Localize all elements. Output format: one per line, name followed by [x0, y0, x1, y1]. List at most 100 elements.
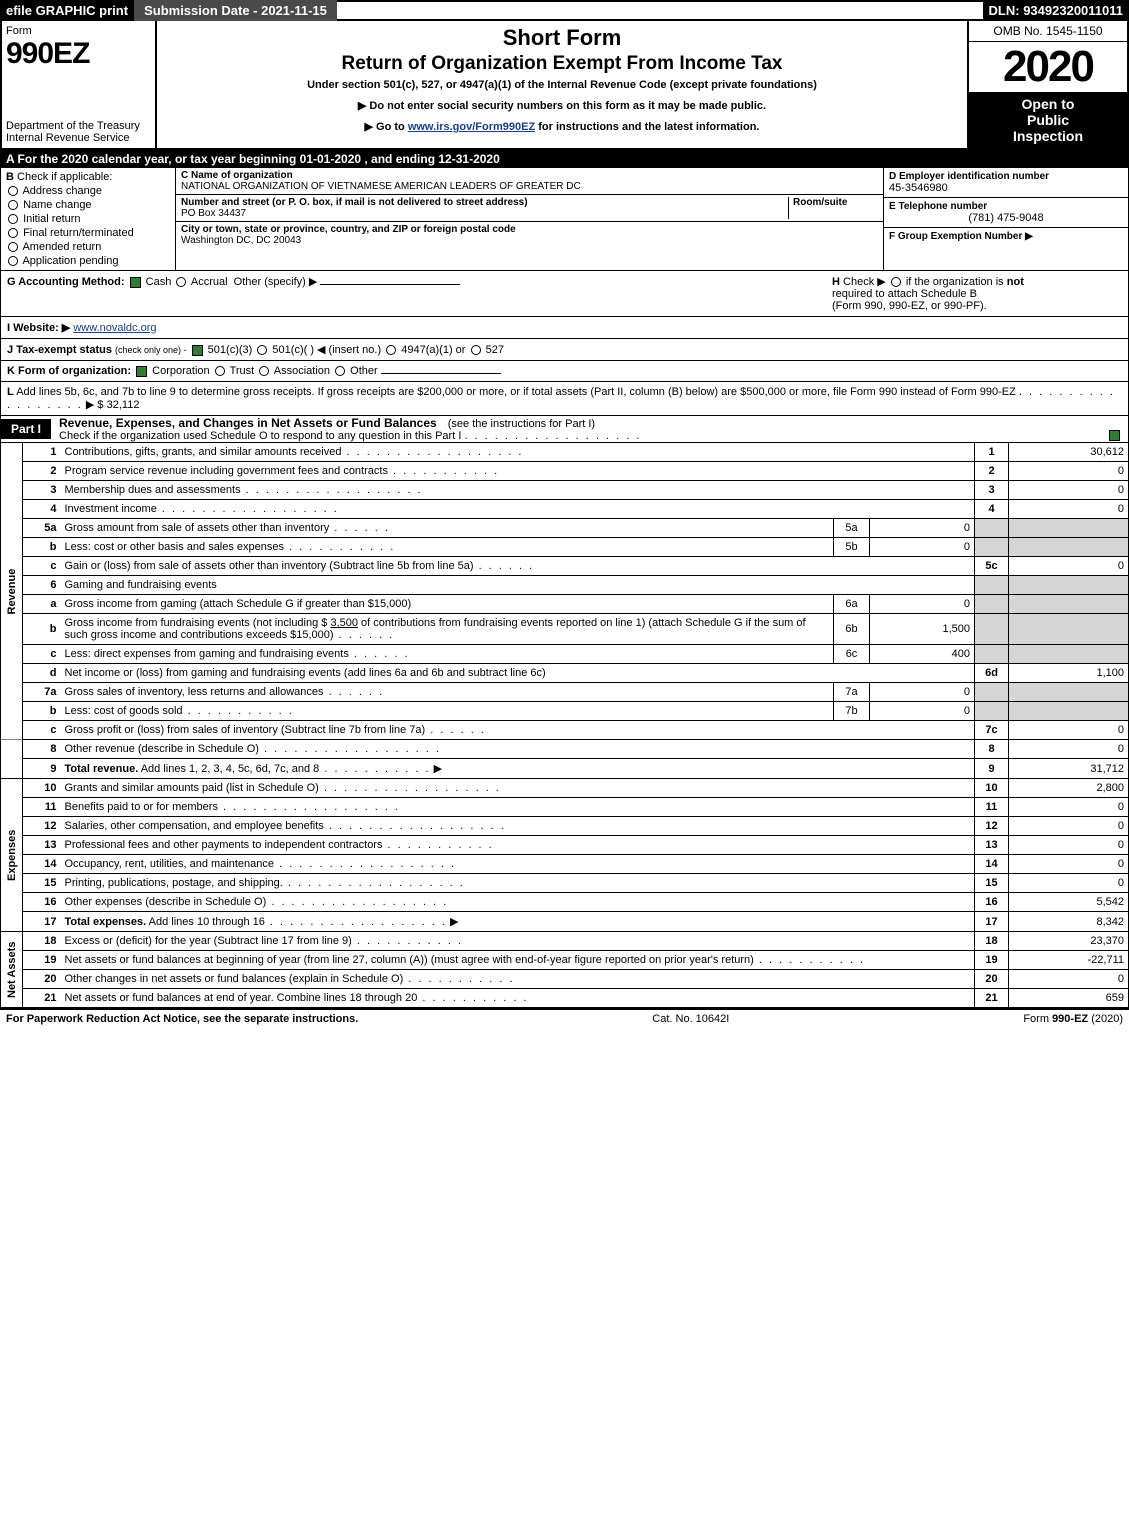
k-corp: Corporation: [152, 365, 209, 377]
l4-outno: 4: [975, 500, 1009, 519]
line-4: 4 Investment income 4 0: [1, 500, 1129, 519]
l-letter: L: [7, 386, 14, 398]
form-number: 990EZ: [6, 37, 151, 71]
l15-no: 15: [23, 874, 61, 893]
l11-no: 11: [23, 798, 61, 817]
l6a-outno: [975, 595, 1009, 614]
line-16: 16 Other expenses (describe in Schedule …: [1, 893, 1129, 912]
topbar: efile GRAPHIC print Submission Date - 20…: [0, 0, 1129, 21]
j-501c-check[interactable]: [257, 345, 267, 355]
page-footer: For Paperwork Reduction Act Notice, see …: [0, 1008, 1129, 1028]
l13-outval: 0: [1009, 836, 1129, 855]
chk-name-change[interactable]: Name change: [6, 199, 170, 211]
chk-address-change[interactable]: Address change: [6, 185, 170, 197]
l2-txt: Program service revenue including govern…: [65, 465, 388, 477]
org-city: Washington DC, DC 20043: [181, 235, 878, 246]
l18-outval: 23,370: [1009, 932, 1129, 951]
j-label: J Tax-exempt status: [7, 344, 112, 356]
chk-app-pending[interactable]: Application pending: [6, 255, 170, 267]
l6-outno: [975, 576, 1009, 595]
l7c-txt: Gross profit or (loss) from sales of inv…: [65, 724, 426, 736]
footer-left: For Paperwork Reduction Act Notice, see …: [6, 1013, 358, 1025]
l7c-outval: 0: [1009, 721, 1129, 740]
open-to-public: Open to Public Inspection: [969, 92, 1127, 148]
k-assoc-check[interactable]: [259, 366, 269, 376]
k-other-check[interactable]: [335, 366, 345, 376]
l16-no: 16: [23, 893, 61, 912]
l21-no: 21: [23, 989, 61, 1008]
l8-outval: 0: [1009, 740, 1129, 759]
l7b-no: b: [23, 702, 61, 721]
k-assoc: Association: [274, 365, 330, 377]
l17-outno: 17: [975, 912, 1009, 932]
sidebar-revenue-cont: [1, 740, 23, 779]
h-txt4: (Form 990, 990-EZ, or 990-PF).: [832, 300, 987, 312]
l1-outval: 30,612: [1009, 443, 1129, 462]
l6d-outval: 1,100: [1009, 664, 1129, 683]
line-5b: b Less: cost or other basis and sales ex…: [1, 538, 1129, 557]
l6-outval: [1009, 576, 1129, 595]
k-corp-check[interactable]: [136, 366, 147, 377]
l12-outval: 0: [1009, 817, 1129, 836]
l7b-txt: Less: cost of goods sold: [65, 705, 183, 717]
b-letter: B: [6, 171, 14, 183]
website-link[interactable]: www.novaldc.org: [73, 322, 156, 334]
omb-number: OMB No. 1545-1150: [969, 21, 1127, 42]
title-short-form: Short Form: [163, 25, 961, 51]
part-1-schedule-o-check[interactable]: [1109, 430, 1120, 441]
efile-print-label: efile GRAPHIC print: [0, 0, 134, 21]
l21-outval: 659: [1009, 989, 1129, 1008]
k-trust: Trust: [230, 365, 255, 377]
l3-txt: Membership dues and assessments: [65, 484, 241, 496]
l18-no: 18: [23, 932, 61, 951]
dept-treasury: Department of the Treasury Internal Reve…: [6, 120, 151, 144]
l5b-inno: 5b: [834, 538, 870, 557]
chk-initial-return[interactable]: Initial return: [6, 213, 170, 225]
l10-outval: 2,800: [1009, 779, 1129, 798]
l19-outno: 19: [975, 951, 1009, 970]
line-7a: 7a Gross sales of inventory, less return…: [1, 683, 1129, 702]
l12-no: 12: [23, 817, 61, 836]
h-txt3: required to attach Schedule B: [832, 288, 977, 300]
title-return: Return of Organization Exempt From Incom…: [163, 53, 961, 75]
l13-txt: Professional fees and other payments to …: [65, 839, 383, 851]
j-4947: 4947(a)(1) or: [401, 344, 465, 356]
j-sub: (check only one) -: [115, 345, 187, 355]
k-trust-check[interactable]: [215, 366, 225, 376]
part-1-header: Part I Revenue, Expenses, and Changes in…: [0, 416, 1129, 443]
l7b-outno: [975, 702, 1009, 721]
form-header: Form 990EZ Department of the Treasury In…: [0, 21, 1129, 150]
chk-final-return[interactable]: Final return/terminated: [6, 227, 170, 239]
g-cash-check[interactable]: [130, 277, 141, 288]
l5a-outno: [975, 519, 1009, 538]
row-g: G Accounting Method: Cash Accrual Other …: [7, 275, 832, 312]
l17-txt2: Add lines 10 through 16: [146, 916, 265, 928]
l14-no: 14: [23, 855, 61, 874]
open-line-2: Public: [971, 112, 1125, 128]
tax-year: 2020: [969, 42, 1127, 92]
irs-link[interactable]: www.irs.gov/Form990EZ: [408, 121, 535, 133]
l1-txt: Contributions, gifts, grants, and simila…: [65, 446, 342, 458]
footer-right-pre: Form: [1023, 1013, 1052, 1025]
row-j: J Tax-exempt status (check only one) - 5…: [0, 339, 1129, 361]
sidebar-revenue: Revenue: [1, 443, 23, 740]
j-4947-check[interactable]: [386, 345, 396, 355]
k-label: K Form of organization:: [7, 365, 131, 377]
l5b-inval: 0: [870, 538, 975, 557]
l15-outno: 15: [975, 874, 1009, 893]
line-5c: c Gain or (loss) from sale of assets oth…: [1, 557, 1129, 576]
j-501c3: 501(c)(3): [208, 344, 253, 356]
e-phone-block: E Telephone number (781) 475-9048: [884, 198, 1128, 228]
l6a-outval: [1009, 595, 1129, 614]
sidebar-netassets: Net Assets: [1, 932, 23, 1008]
l9-no: 9: [23, 759, 61, 779]
j-501c3-check[interactable]: [192, 345, 203, 356]
h-checkbox[interactable]: [891, 277, 901, 287]
chk-amended[interactable]: Amended return: [6, 241, 170, 253]
l14-txt: Occupancy, rent, utilities, and maintena…: [65, 858, 275, 870]
row-a-taxyear: A For the 2020 calendar year, or tax yea…: [0, 150, 1129, 168]
g-accrual-check[interactable]: [176, 277, 186, 287]
j-527-check[interactable]: [471, 345, 481, 355]
e-label: E Telephone number: [889, 201, 1123, 212]
l17-txt: Total expenses.: [65, 916, 147, 928]
